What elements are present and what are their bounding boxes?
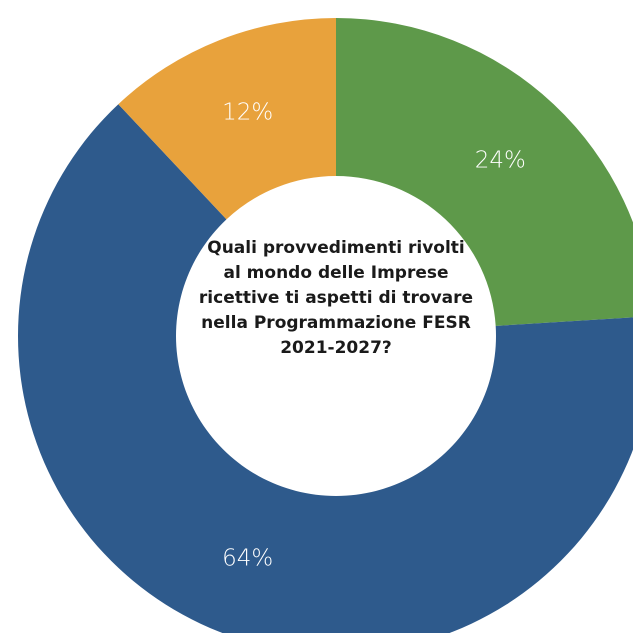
- value-label: 24%: [475, 148, 526, 174]
- chart-title: Quali provvedimenti rivolti al mondo del…: [198, 238, 474, 358]
- donut-segment: [118, 18, 336, 220]
- donut-segment: [18, 104, 633, 633]
- value-label: 64%: [222, 546, 273, 572]
- value-label: 12%: [222, 99, 273, 125]
- donut-segment: [336, 18, 633, 326]
